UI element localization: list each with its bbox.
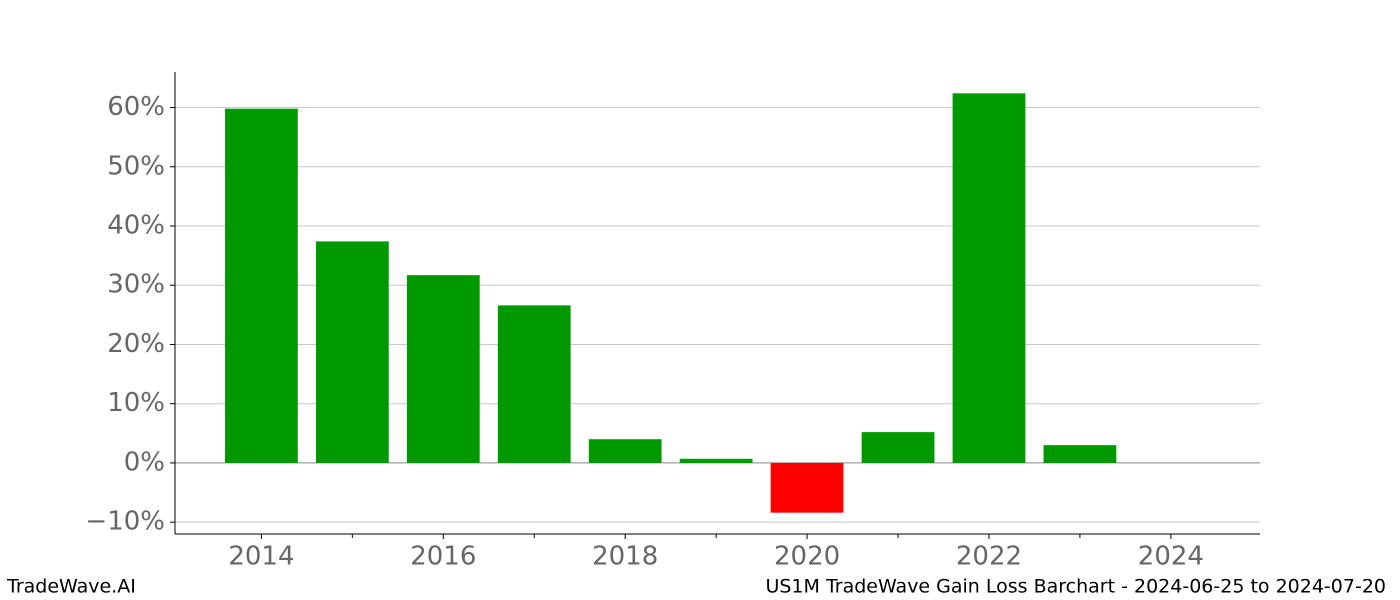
bar: [861, 432, 935, 463]
x-tick-label: 2024: [1138, 542, 1204, 572]
bar: [497, 305, 571, 463]
y-tick-label: 60%: [107, 92, 165, 122]
bar: [225, 108, 298, 463]
y-tick-label: 0%: [124, 447, 165, 477]
x-tick-label: 2018: [592, 542, 658, 572]
caption: US1M TradeWave Gain Loss Barchart - 2024…: [765, 576, 1386, 598]
x-tick-label: 2014: [228, 542, 294, 572]
bar: [1043, 445, 1117, 463]
bar: [679, 458, 753, 463]
y-tick-label: 10%: [107, 388, 165, 418]
x-tick-label: 2022: [956, 542, 1022, 572]
bar: [588, 439, 662, 463]
x-tick-label: 2020: [774, 542, 840, 572]
y-tick-label: 50%: [107, 151, 165, 181]
bar: [315, 241, 389, 463]
watermark: TradeWave.AI: [6, 576, 136, 598]
y-tick-label: 20%: [107, 329, 165, 359]
bar: [770, 462, 844, 513]
bar: [406, 275, 480, 463]
y-tick-label: 30%: [107, 270, 165, 300]
y-tick-label: 40%: [107, 211, 165, 241]
y-tick-label: −10%: [85, 507, 165, 537]
x-tick-label: 2016: [410, 542, 476, 572]
bar: [952, 93, 1026, 463]
